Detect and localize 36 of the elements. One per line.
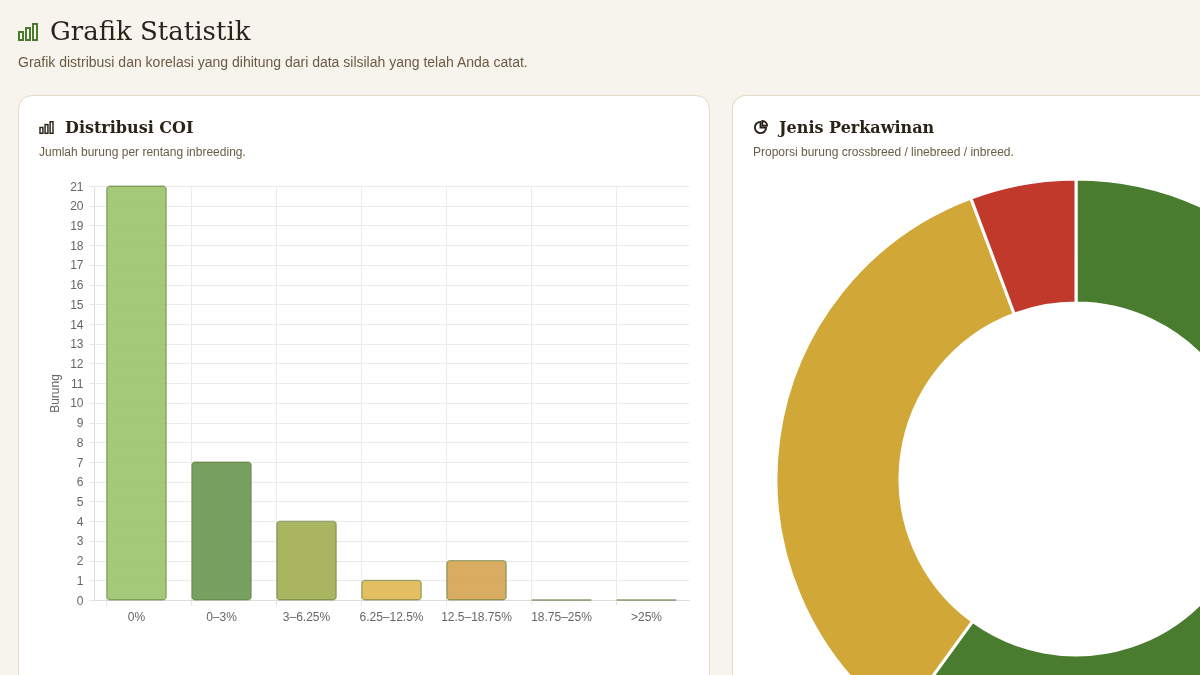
y-tick-label: 9 [76,416,84,431]
y-tick-label: 2 [76,554,84,569]
x-tick-label: 18.75–25% [531,609,593,624]
y-tick-label: 21 [70,179,84,194]
y-tick-label: 8 [76,435,84,450]
y-tick-label: 5 [76,494,84,509]
y-tick-label: 11 [71,376,84,391]
chart-title: Distribusi COI [65,118,194,137]
x-tick-label: 0–3% [206,609,238,624]
text: Grafik distribusi dan korelasi yang dihitung dari data silsilah yang telah Anda catat. [18,54,528,70]
text: Grafik Statistik [50,16,251,46]
x-tick-label: 12.5–18.75% [441,609,513,624]
y-axis-title: Burung [48,374,63,413]
x-tick-label: 0% [127,609,146,624]
y-tick-label: 10 [70,396,84,411]
y-tick-label: 0 [76,593,84,608]
y-tick-label: 3 [76,534,84,549]
chart-subtitle: Jumlah burung per rentang inbreeding. [39,145,246,159]
x-tick-label: 6.25–12.5% [359,609,424,624]
y-tick-label: 20 [70,199,84,214]
y-tick-label: 13 [70,337,84,352]
y-tick-label: 1 [76,573,84,588]
x-tick-label: 3–6.25% [282,609,331,624]
y-tick-label: 18 [70,238,84,253]
y-tick-label: 6 [76,475,84,490]
chart-subtitle: Proporsi burung crossbreed / linebreed / inbreed. [753,145,1014,159]
y-tick-label: 15 [70,297,84,312]
y-tick-label: 4 [76,514,84,529]
chart-title: Jenis Perkawinan [779,118,935,137]
y-tick-label: 17 [70,258,84,273]
y-tick-label: 16 [70,278,84,293]
y-tick-label: 19 [70,218,84,233]
y-tick-label: 14 [70,317,84,332]
y-tick-label: 12 [70,356,84,371]
y-tick-label: 7 [76,455,84,470]
x-tick-label: >25% [630,609,663,624]
